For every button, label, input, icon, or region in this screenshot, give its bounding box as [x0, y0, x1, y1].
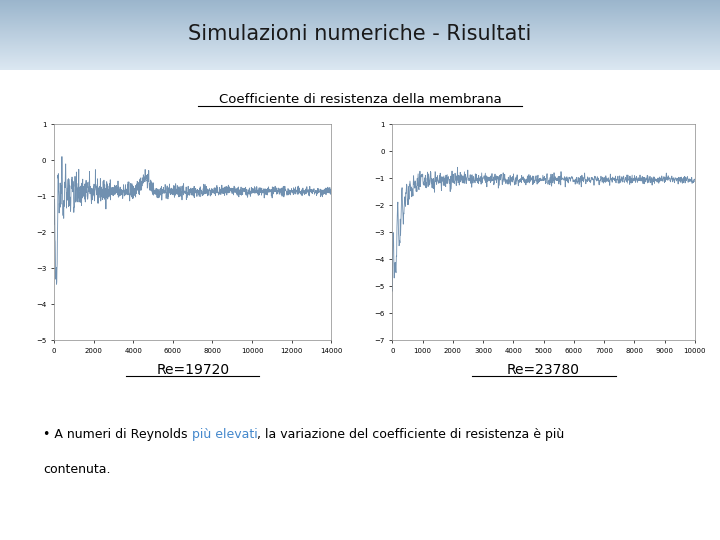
Text: • A numeri di Reynolds: • A numeri di Reynolds	[43, 428, 192, 441]
Text: Coefficiente di resistenza della membrana: Coefficiente di resistenza della membran…	[219, 93, 501, 106]
Text: Re=23780: Re=23780	[507, 363, 580, 377]
Text: contenuta.: contenuta.	[43, 463, 111, 476]
Text: più elevati: più elevati	[192, 428, 258, 441]
Text: , la variazione del coefficiente di resistenza è più: , la variazione del coefficiente di resi…	[258, 428, 564, 441]
Text: Simulazioni numeriche - Risultati: Simulazioni numeriche - Risultati	[189, 24, 531, 44]
Text: Re=19720: Re=19720	[156, 363, 230, 377]
